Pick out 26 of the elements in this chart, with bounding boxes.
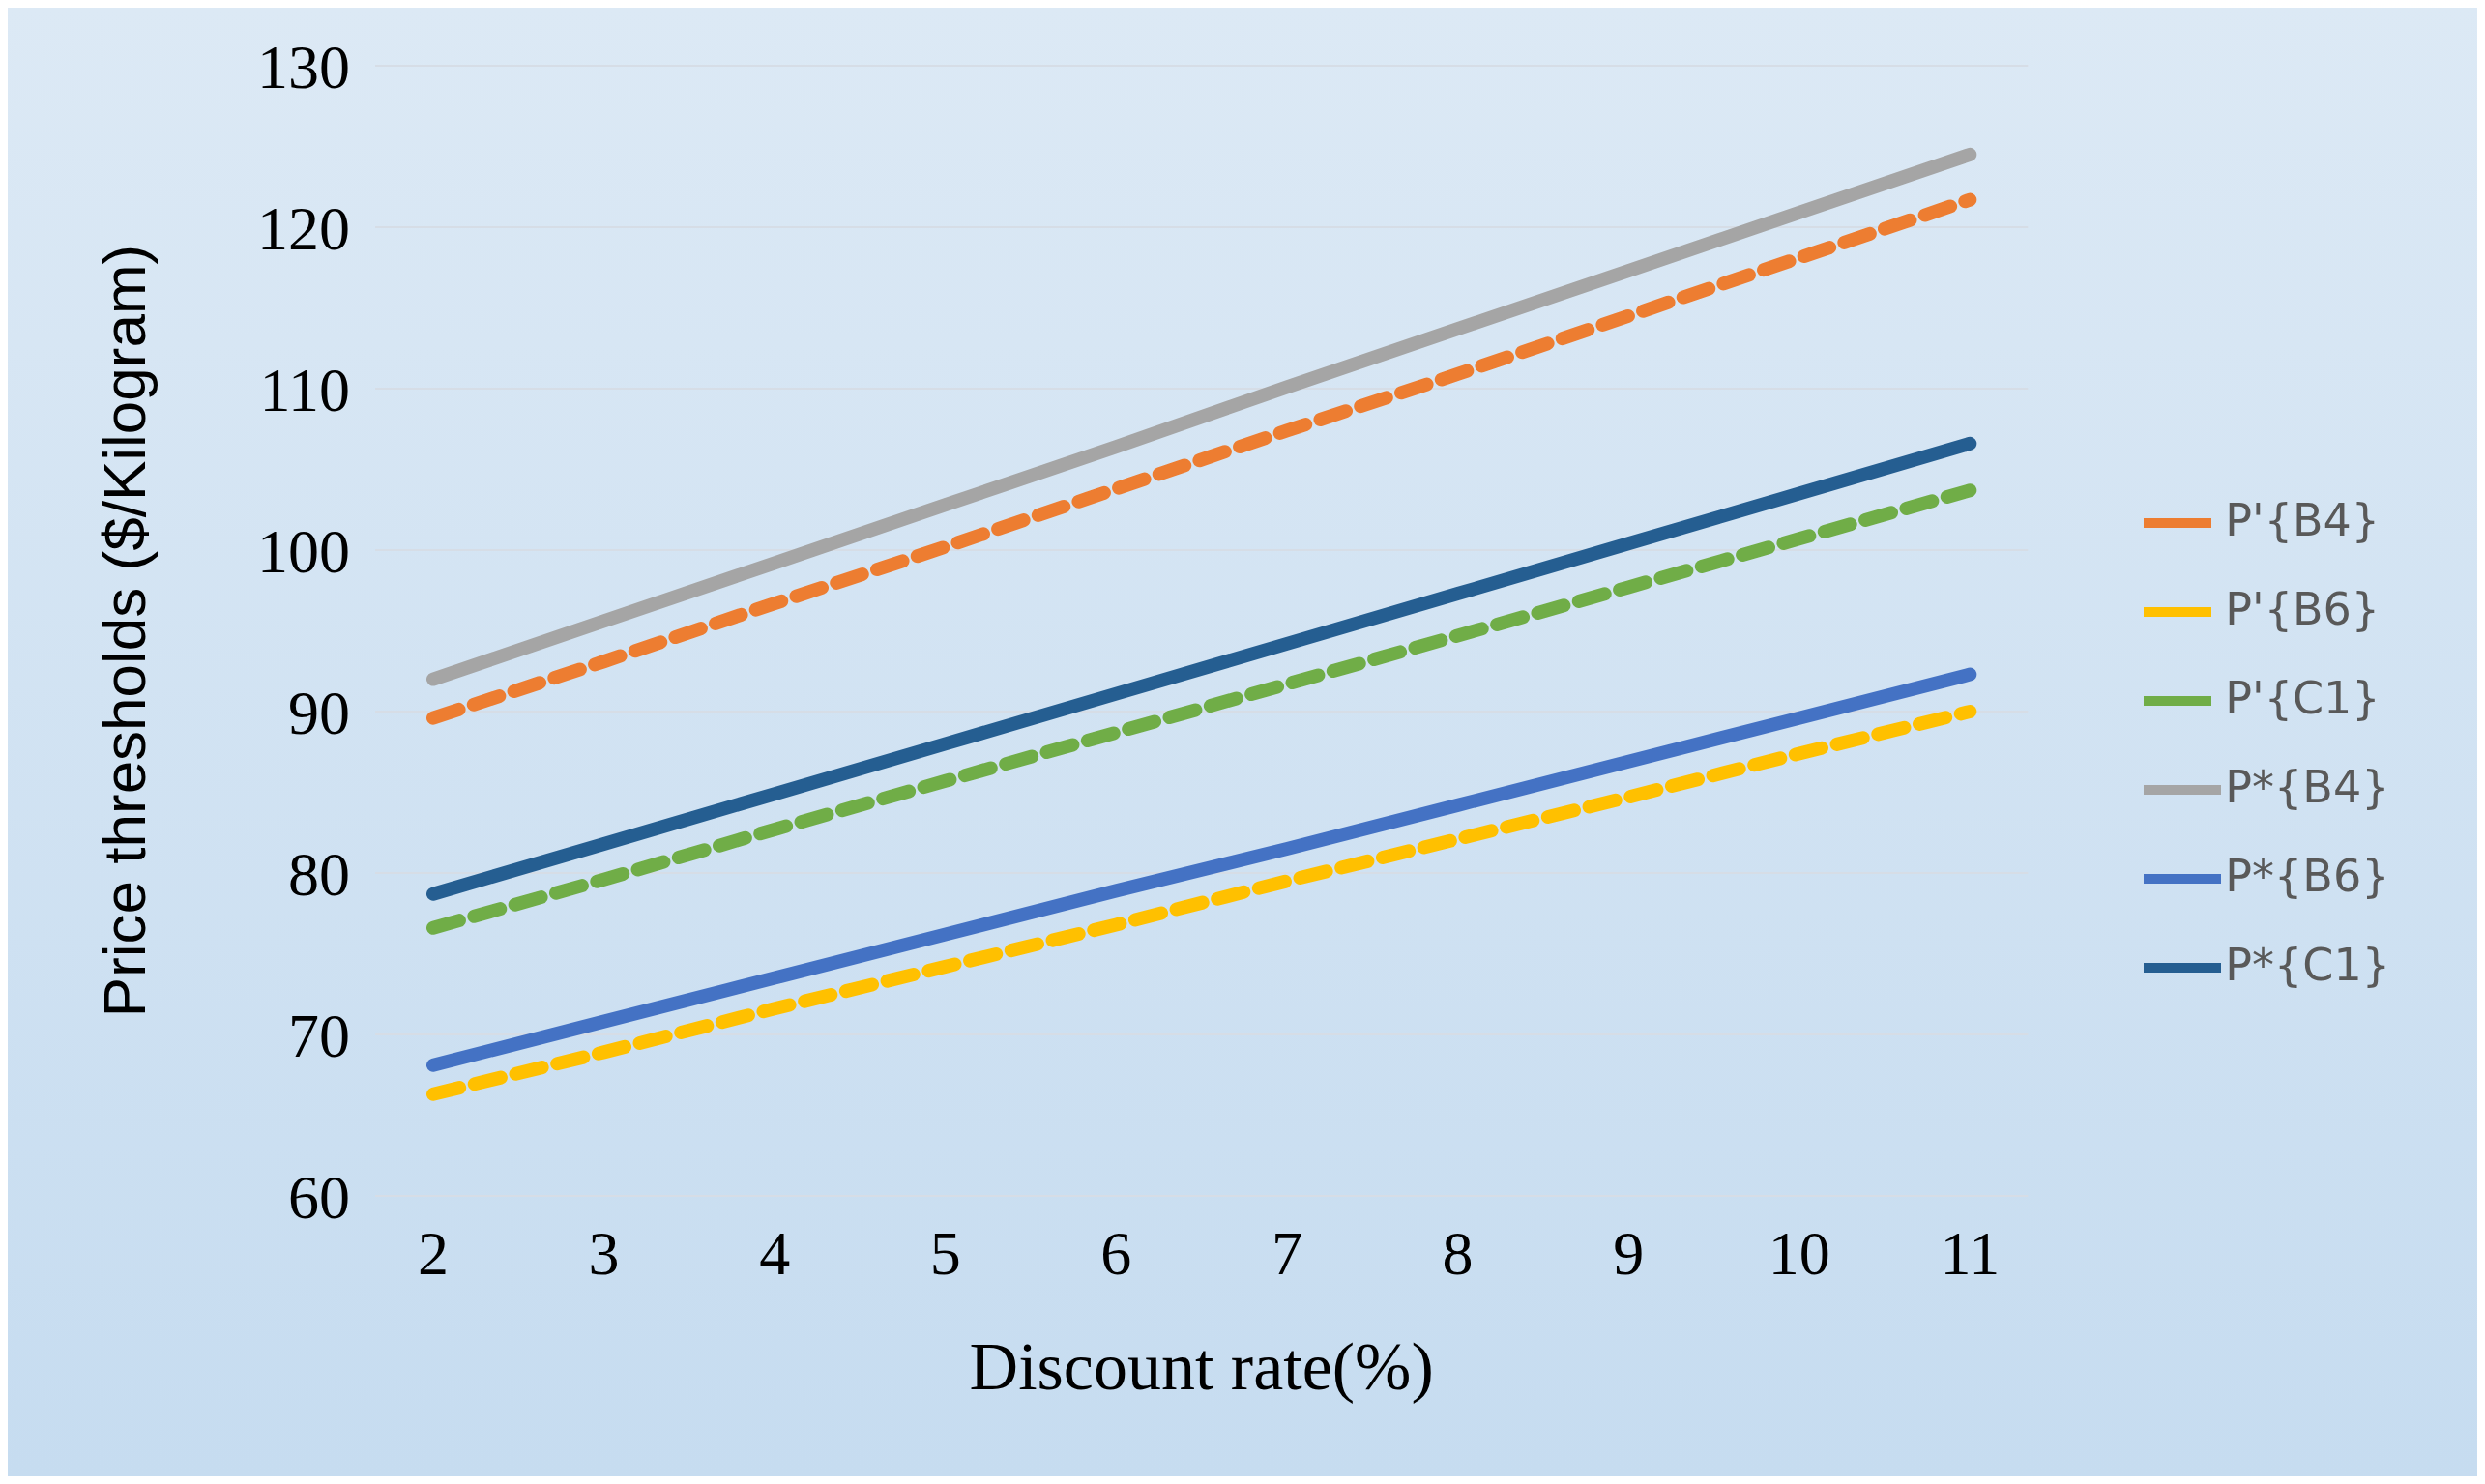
x-tick-label: 6 [1100,1219,1132,1289]
x-tick-label: 11 [1940,1219,2001,1289]
x-tick-label: 2 [418,1219,449,1289]
legend-label: P*{B4} [2225,760,2390,813]
y-tick-label: 70 [288,1001,350,1070]
y-tick-label: 100 [257,516,350,586]
y-tick-label: 60 [288,1162,350,1232]
x-tick-label: 3 [588,1219,620,1289]
y-tick-label: 80 [288,839,350,909]
x-tick-label: 7 [1271,1219,1302,1289]
y-axis-title: Price thresholds ($/Kilogram) [91,244,159,1018]
y-tick-label: 120 [257,193,350,263]
y-tick-label: 110 [259,355,350,424]
y-tick-label: 130 [257,32,350,102]
x-tick-label: 9 [1613,1219,1645,1289]
legend-label: P*{C1} [2225,938,2390,991]
legend-label: P'{C1} [2225,671,2381,724]
x-tick-label: 10 [1768,1219,1830,1289]
x-tick-label: 5 [929,1219,961,1289]
y-tick-label: 90 [288,678,350,747]
legend-label: P'{B6} [2225,582,2381,635]
legend-label: P'{B4} [2225,493,2381,546]
legend-label: P*{B6} [2225,849,2390,902]
x-axis-title: Discount rate(%) [969,1329,1434,1404]
x-tick-label: 4 [759,1219,791,1289]
x-tick-label: 8 [1442,1219,1474,1289]
